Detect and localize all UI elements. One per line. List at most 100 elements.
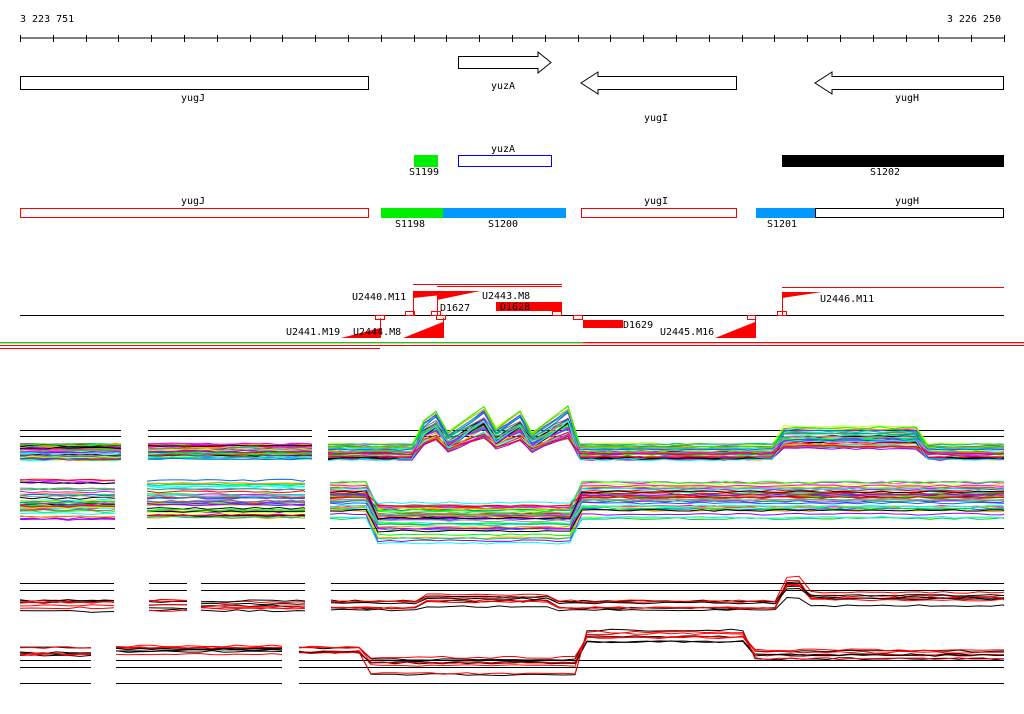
gene-yugJ[interactable] <box>20 76 369 90</box>
profile-line <box>19 452 122 455</box>
deletion-D1629[interactable] <box>583 320 623 328</box>
profile-line <box>329 487 1005 505</box>
profile-line <box>19 496 116 500</box>
profile-line <box>19 606 115 610</box>
profile-line <box>146 506 306 510</box>
profile-line <box>19 518 116 521</box>
profile-line <box>146 490 306 494</box>
profile-line <box>147 452 313 455</box>
profile-line <box>115 647 283 651</box>
profile-line <box>200 606 306 610</box>
profile-line <box>19 600 115 604</box>
gene-yugH[interactable] <box>814 71 1004 95</box>
segment-S1201[interactable] <box>756 208 816 218</box>
profile-line <box>19 501 116 504</box>
flag-U2441[interactable] <box>341 328 380 338</box>
profile-line <box>146 500 306 504</box>
ruler-end-label: 3 226 250 <box>947 14 1001 25</box>
profile-line <box>330 575 1005 603</box>
annotation-label-U2443: U2443.M8 <box>482 291 530 302</box>
deletion-D1628[interactable] <box>496 302 562 311</box>
annotation-label-D1627: D1627 <box>440 303 470 314</box>
profile-line <box>19 502 116 506</box>
profile-line <box>329 485 1005 511</box>
profile-line <box>327 419 1005 453</box>
profile-line <box>19 490 116 494</box>
profile-line <box>146 481 306 485</box>
profile-line <box>20 449 122 451</box>
gene-yugI[interactable] <box>580 71 737 95</box>
profile-line <box>147 444 313 447</box>
profile-line <box>200 606 306 610</box>
segment-S1202[interactable] <box>782 155 1004 167</box>
segment-yuzA[interactable] <box>458 155 552 167</box>
segment-yugI[interactable] <box>581 208 737 218</box>
segment-S1198[interactable] <box>381 208 443 218</box>
profile-line <box>327 420 1005 462</box>
profile-line <box>330 584 1005 610</box>
flag-U2445[interactable] <box>715 322 755 338</box>
profile-line <box>329 507 1005 531</box>
flag-U2444[interactable] <box>403 322 443 338</box>
segment-S1199[interactable] <box>414 155 438 167</box>
profile-line <box>19 488 116 492</box>
profile-line <box>19 493 116 497</box>
ruler-start-label: 3 223 751 <box>20 14 74 25</box>
profile-line <box>147 442 313 446</box>
profile-line <box>200 602 306 606</box>
annotation-label-U2444: U2444.M8 <box>353 327 401 338</box>
profile-line <box>329 496 1004 511</box>
profile-line <box>146 481 305 485</box>
profile-line <box>115 650 283 653</box>
profile-line <box>19 652 92 656</box>
profile-line <box>298 630 1004 675</box>
segment-yugJ[interactable] <box>20 208 369 218</box>
profile-line <box>200 605 306 608</box>
profile-line <box>329 515 1005 545</box>
profile-line <box>19 450 122 453</box>
profile-line <box>147 448 313 452</box>
segment-yugH[interactable] <box>815 208 1004 218</box>
annotation-label-U2446: U2446.M11 <box>820 294 874 305</box>
gene-yuzA[interactable] <box>458 50 552 75</box>
profile-line <box>298 640 1005 665</box>
profile-line <box>329 490 1005 520</box>
profile-line <box>298 628 1005 677</box>
profile-line <box>329 484 1005 509</box>
profile-line <box>147 457 313 461</box>
profile-line <box>147 449 313 453</box>
profile-line <box>146 494 306 498</box>
profile-line <box>298 632 1005 664</box>
gene-label-yuzA: yuzA <box>491 81 515 92</box>
profile-line <box>115 644 283 648</box>
segment-label-yuzA: yuzA <box>491 144 515 155</box>
profile-line <box>329 498 1005 523</box>
flag-U2443[interactable] <box>437 291 480 300</box>
profile-line <box>19 517 116 520</box>
segment-label-S1202: S1202 <box>870 167 900 178</box>
profile-line <box>330 596 1005 612</box>
profile-line <box>19 495 116 498</box>
profile-line <box>329 508 1005 533</box>
segment-label-S1200: S1200 <box>488 219 518 230</box>
profile-line <box>327 409 1005 449</box>
profile-line <box>19 646 92 649</box>
segment-label-yugI: yugI <box>644 196 668 207</box>
profile-line <box>19 455 122 459</box>
profile-line <box>148 609 188 612</box>
profile-line <box>146 496 306 500</box>
segment-label-S1198: S1198 <box>395 219 425 230</box>
expression-profiles <box>19 404 1005 684</box>
profile-line <box>146 487 306 491</box>
profile-line <box>19 504 116 508</box>
profile-line <box>329 512 1005 543</box>
profile-line <box>19 478 116 481</box>
segment-S1200[interactable] <box>443 208 566 218</box>
profile-line <box>19 512 116 516</box>
profile-line <box>146 484 306 488</box>
profile-line <box>19 515 116 518</box>
profile-line <box>19 510 116 514</box>
profile-line <box>115 652 283 656</box>
profile-line <box>327 419 1005 447</box>
flag-U2446[interactable] <box>782 292 822 298</box>
